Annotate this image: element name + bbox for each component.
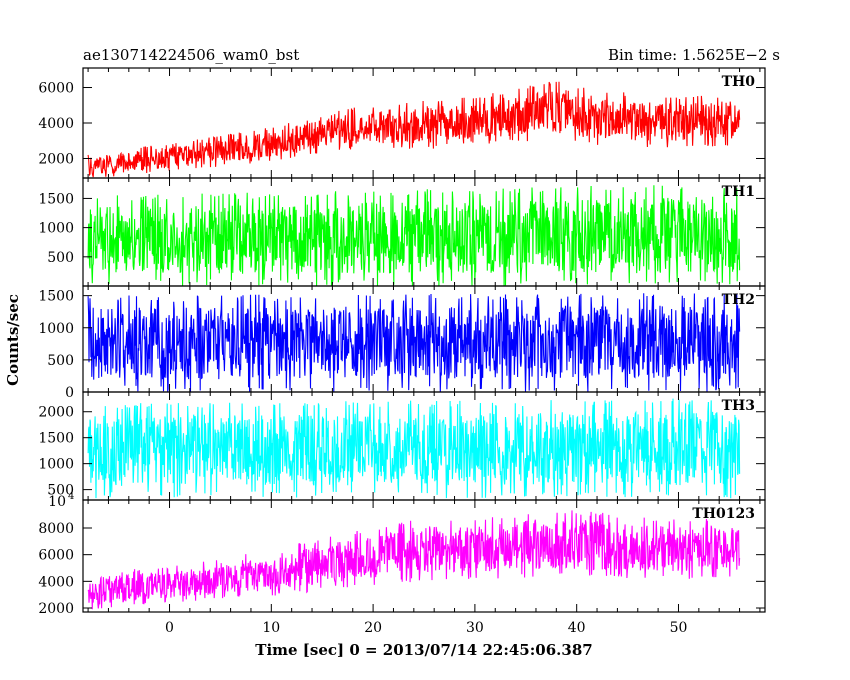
y-tick-label: 1500 — [38, 431, 74, 447]
y-tick-label: 1000 — [38, 321, 74, 337]
panel-th3: 500 1000 1500 2000 TH3 — [38, 391, 766, 501]
panel-th0: 2000 4000 6000 TH0 — [38, 67, 766, 179]
y-tick-label-exponent: 4 — [68, 491, 74, 502]
x-tick-label: 40 — [568, 620, 586, 636]
chart-title: ae130714224506_wam0_bst — [83, 46, 299, 64]
y-tick-label: 500 — [47, 483, 74, 499]
series-line-th2 — [87, 293, 741, 393]
panel-label-th0123: TH0123 — [692, 506, 755, 522]
panel-th2: 0 500 1000 1500 TH2 — [38, 285, 766, 401]
panel-th1: 500 1000 1500 TH1 — [38, 177, 766, 287]
y-tick-label: 500 — [47, 250, 74, 266]
series-line-th0 — [87, 81, 741, 178]
y-axis-title: Counts/sec — [4, 294, 22, 386]
panel-frame — [82, 499, 766, 613]
y-tick-label: 0 — [65, 385, 74, 401]
x-tick-label: 10 — [262, 620, 280, 636]
y-tick-label: 1500 — [38, 191, 74, 207]
series-line-th3 — [87, 398, 741, 499]
x-tick-label: 30 — [466, 620, 484, 636]
y-tick-label: 1500 — [38, 289, 74, 305]
y-tick-label: 2000 — [38, 601, 74, 617]
y-tick-label: 1000 — [38, 457, 74, 473]
panel-label-th1: TH1 — [722, 184, 755, 200]
x-tick-label: 0 — [165, 620, 174, 636]
panel-label-th0: TH0 — [722, 74, 756, 90]
series-line-th0123 — [87, 510, 741, 610]
x-tick-label: 20 — [364, 620, 382, 636]
y-tick-label-power: 10 — [48, 494, 66, 510]
y-tick-label: 1000 — [38, 221, 74, 237]
y-tick-label: 4000 — [38, 574, 74, 590]
x-tick-label: 50 — [670, 620, 688, 636]
y-tick-label: 8000 — [38, 521, 74, 537]
x-axis-title: Time [sec] 0 = 2013/07/14 22:45:06.387 — [255, 641, 592, 659]
panel-label-th2: TH2 — [722, 292, 755, 308]
y-tick-label: 6000 — [38, 81, 74, 97]
y-tick-label: 500 — [47, 353, 74, 369]
panel-label-th3: TH3 — [722, 398, 755, 414]
y-tick-label: 2000 — [38, 405, 74, 421]
series-line-th1 — [87, 185, 741, 286]
bin-time-label: Bin time: 1.5625E−2 s — [608, 46, 780, 64]
y-tick-label: 6000 — [38, 548, 74, 564]
y-tick-label: 4000 — [38, 116, 74, 132]
y-tick-label: 2000 — [38, 151, 74, 167]
